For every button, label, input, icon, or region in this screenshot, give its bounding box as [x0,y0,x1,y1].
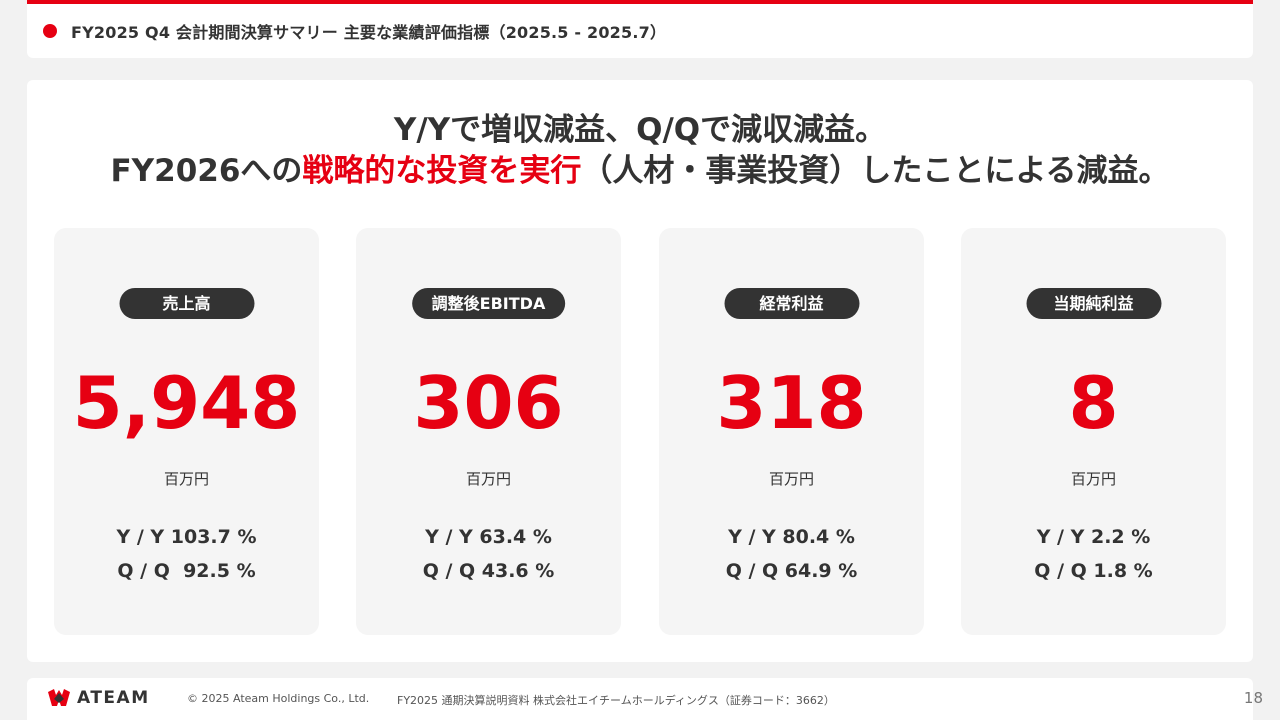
copyright: © 2025 Ateam Holdings Co., Ltd. [187,692,370,705]
kpi-qq: Q / Q 92.5 % [117,560,256,582]
logo-wordmark: ATEAM [77,688,150,708]
kpi-card-revenue: 売上高 5,948 百万円 Y / Y 103.7 % Q / Q 92.5 % [54,228,319,635]
bullet-dot-icon [43,24,57,38]
kpi-value: 306 [413,361,564,445]
kpi-value: 8 [1068,361,1119,445]
kpi-label: 経常利益 [724,288,859,319]
ateam-logo-mark-icon [48,689,70,706]
ateam-logo: ATEAM [47,688,150,708]
kpi-yy: Y / Y 2.2 % [1036,526,1151,548]
kpi-card-net-income: 当期純利益 8 百万円 Y / Y 2.2 % Q / Q 1.8 % [961,228,1226,635]
kpi-value: 5,948 [72,361,301,445]
kpi-qq: Q / Q 1.8 % [1034,560,1153,582]
kpi-unit: 百万円 [768,470,814,488]
kpi-card-ebitda: 調整後EBITDA 306 百万円 Y / Y 63.4 % Q / Q 43.… [356,228,621,635]
section-title: FY2025 Q4 会計期間決算サマリー 主要な業績評価指標（2025.5 - … [71,23,667,42]
main-panel: Y/Yで増収減益、Q/Qで減収減益。 FY2026への戦略的な投資を実行（人材・… [27,80,1253,662]
headline: Y/Yで増収減益、Q/Qで減収減益。 FY2026への戦略的な投資を実行（人材・… [27,110,1253,192]
kpi-card-ordinary-profit: 経常利益 318 百万円 Y / Y 80.4 % Q / Q 64.9 % [659,228,924,635]
kpi-unit: 百万円 [1070,470,1116,488]
kpi-value: 318 [716,361,867,445]
page-number: 18 [1243,689,1263,707]
footer: ATEAM © 2025 Ateam Holdings Co., Ltd. FY… [27,678,1263,720]
kpi-yy: Y / Y 103.7 % [116,526,257,548]
kpi-qq: Q / Q 64.9 % [725,560,858,582]
kpi-yy: Y / Y 80.4 % [728,526,855,548]
header-bar: FY2025 Q4 会計期間決算サマリー 主要な業績評価指標（2025.5 - … [27,0,1253,58]
headline-line-2-suffix: （人材・事業投資）したことによる減益。 [581,153,1170,189]
kpi-label: 売上高 [119,288,254,319]
headline-line-1: Y/Yで増収減益、Q/Qで減収減益。 [393,112,887,148]
kpi-cards: 売上高 5,948 百万円 Y / Y 103.7 % Q / Q 92.5 %… [54,228,1226,635]
kpi-label: 調整後EBITDA [411,288,566,319]
document-title: FY2025 通期決算説明資料 株式会社エイチームホールディングス（証券コード：… [397,694,835,707]
headline-line-2-prefix: FY2026への [110,153,303,189]
kpi-unit: 百万円 [163,470,209,488]
kpi-label: 当期純利益 [1026,288,1161,319]
headline-highlight: 戦略的な投資を実行 [302,153,582,189]
kpi-unit: 百万円 [465,470,511,488]
kpi-yy: Y / Y 63.4 % [425,526,552,548]
headline-line-2: FY2026への戦略的な投資を実行（人材・事業投資）したことによる減益。 [27,151,1253,192]
kpi-qq: Q / Q 43.6 % [422,560,555,582]
